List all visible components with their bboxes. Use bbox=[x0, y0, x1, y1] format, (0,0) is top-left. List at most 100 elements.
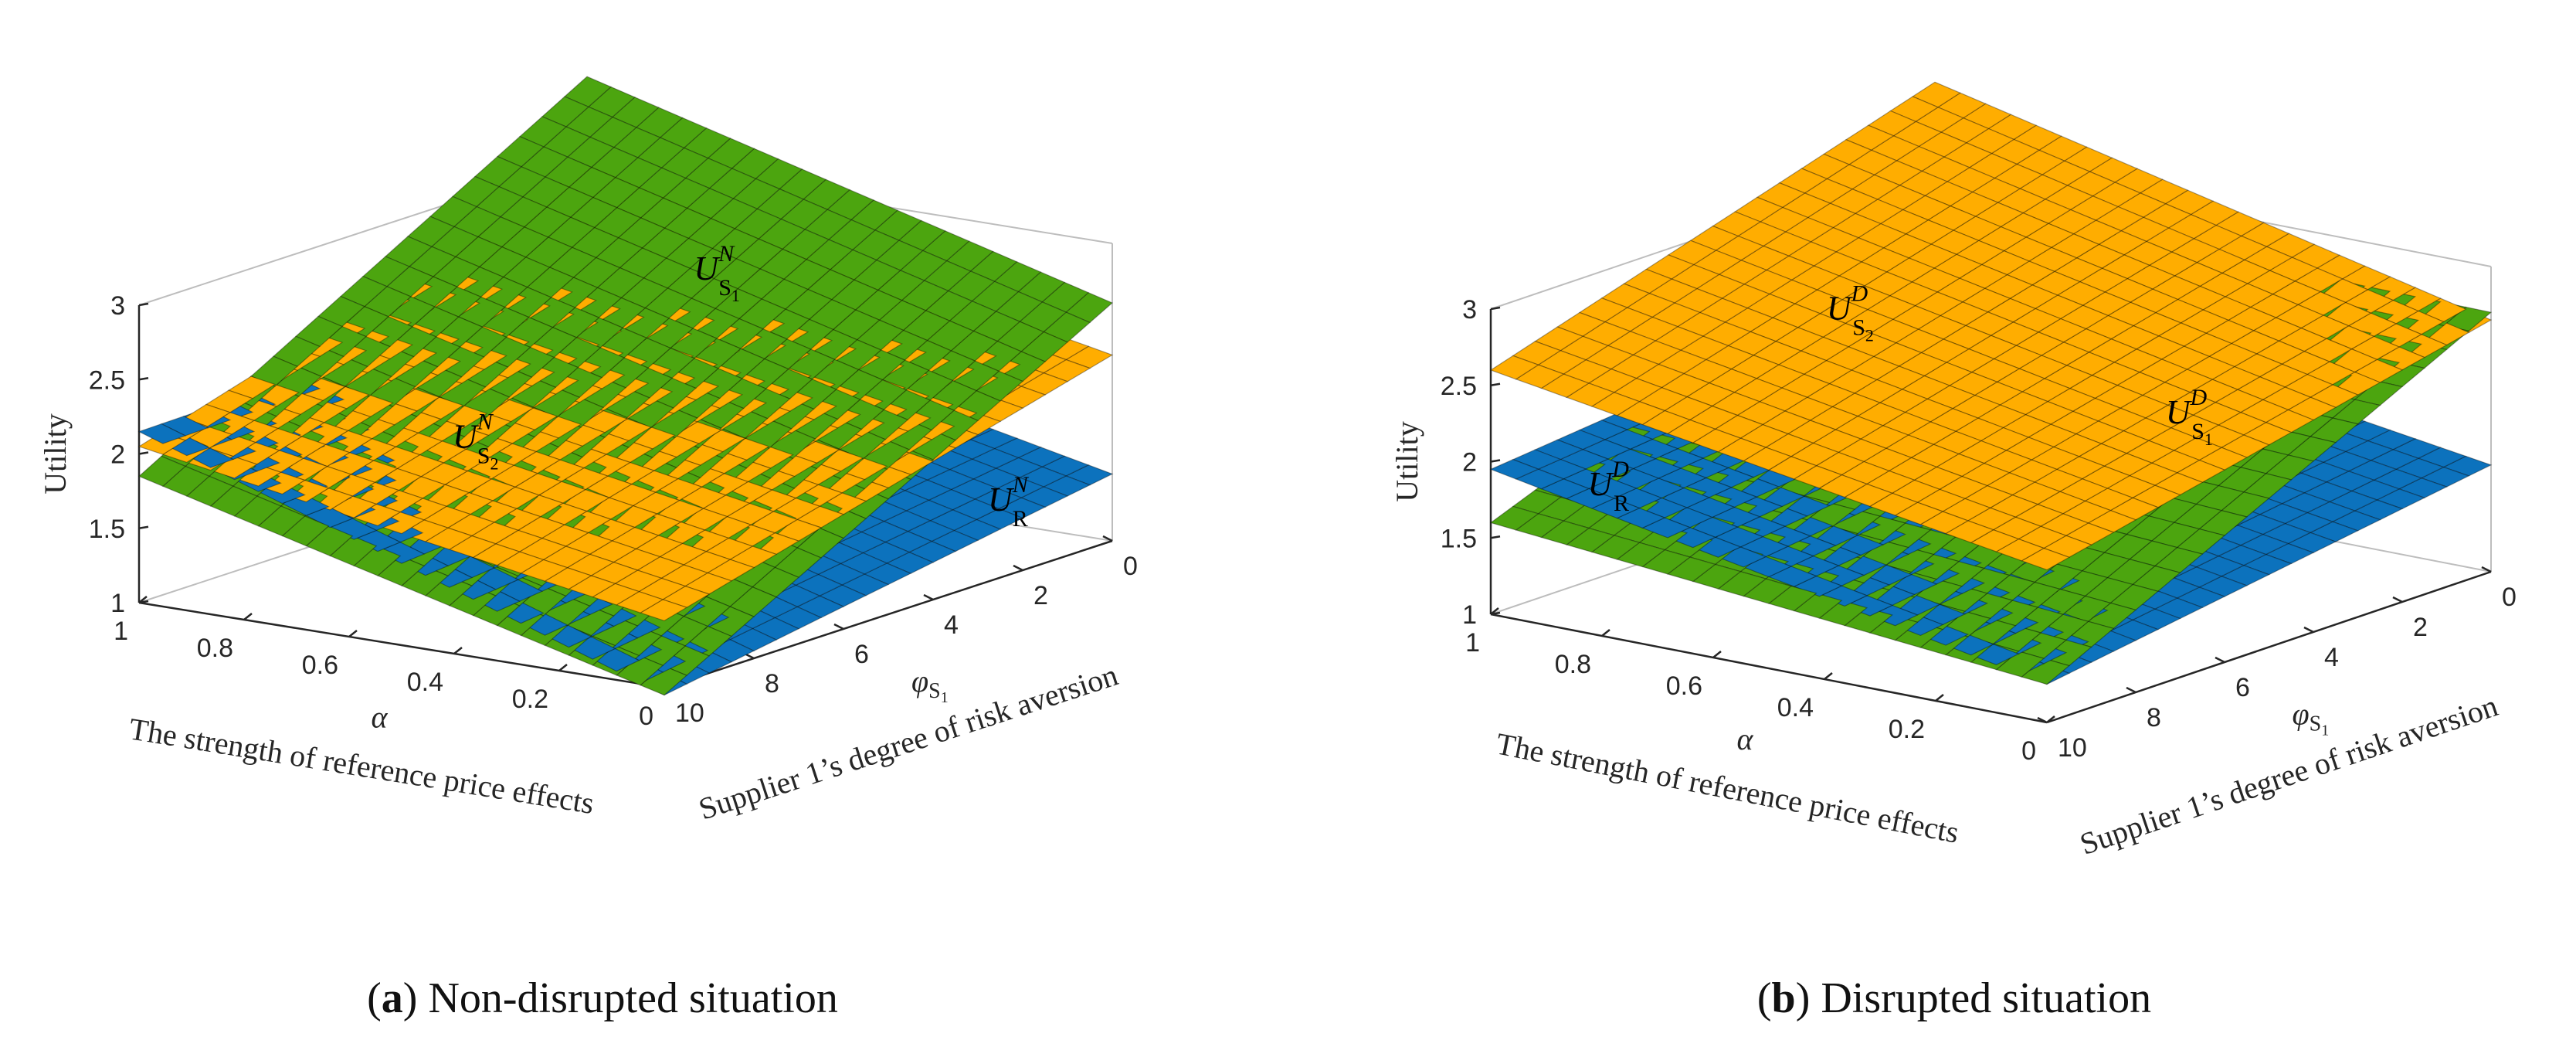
phi-tick-label: 2 bbox=[2413, 613, 2428, 642]
phi-tick-mark bbox=[923, 593, 934, 601]
alpha-tick-mark bbox=[1490, 607, 1499, 615]
surface-patch-U_S1^N bbox=[137, 455, 187, 487]
alpha-tick-mark bbox=[1712, 651, 1722, 658]
alpha-tick-mark bbox=[348, 630, 358, 637]
utility-tick-label: 2 bbox=[1462, 448, 1477, 478]
utility-tick-mark bbox=[138, 525, 149, 529]
utility-tick-mark bbox=[1490, 535, 1501, 539]
alpha-ticks: 0 0.2 0.4 0.6 0.8 1 bbox=[1465, 607, 2055, 766]
alpha-axis-label: The strength of reference price effects bbox=[127, 711, 596, 821]
utility-tick-label: 1.5 bbox=[89, 515, 125, 544]
phi-tick-label: 6 bbox=[2235, 673, 2250, 702]
alpha-tick-label: 0.8 bbox=[1555, 650, 1591, 679]
phi-tick-label: 6 bbox=[854, 640, 869, 669]
utility-tick-mark bbox=[138, 377, 149, 381]
phi-axis-line bbox=[664, 539, 1113, 689]
surface-label-U_S2^N: UN S2 bbox=[453, 409, 498, 473]
surfaces bbox=[1489, 81, 2493, 685]
alpha-tick-mark bbox=[138, 596, 148, 603]
phi-tick-label: 2 bbox=[1033, 581, 1048, 610]
alpha-tick-label: 1 bbox=[1465, 628, 1480, 658]
phi-axis-line bbox=[2046, 570, 2492, 724]
alpha-axis-label: The strength of reference price effects bbox=[1493, 726, 1961, 850]
alpha-tick-mark bbox=[453, 647, 463, 654]
surface-label-U_S1^D: UD S1 bbox=[2166, 385, 2213, 449]
phi-tick-label: 4 bbox=[2324, 643, 2339, 672]
surface-label-U_R^D: UD R bbox=[1588, 457, 1630, 516]
utility-ticks: 1 1.5 2 2.5 3 bbox=[1441, 295, 1501, 630]
phi-tick-mark bbox=[2037, 716, 2048, 724]
phi-tick-label: 8 bbox=[2147, 703, 2161, 732]
alpha-tick-mark bbox=[2046, 715, 2055, 723]
alpha-tick-label: 0.6 bbox=[1666, 671, 1702, 701]
alpha-tick-label: 0.8 bbox=[197, 634, 233, 663]
utility-axis-label: Utility bbox=[38, 413, 73, 494]
alpha-axis-line bbox=[1490, 613, 2048, 724]
phi-symbol: φS1 bbox=[911, 664, 949, 706]
phi-tick-mark bbox=[1013, 564, 1023, 572]
utility-tick-mark bbox=[138, 451, 149, 455]
surface-patch-U_S2^D bbox=[1489, 355, 1539, 380]
surface-label-U_S1^N: UN S1 bbox=[694, 241, 739, 305]
phi-ticks: 0 2 4 6 8 10 bbox=[654, 535, 1138, 728]
utility-tick-label: 3 bbox=[1462, 295, 1477, 325]
alpha-tick-mark bbox=[558, 664, 568, 671]
phi-tick-mark bbox=[2303, 626, 2314, 634]
alpha-tick-label: 0.6 bbox=[302, 651, 338, 680]
utility-tick-label: 3 bbox=[110, 291, 125, 321]
utility-tick-label: 1 bbox=[110, 589, 125, 618]
surface-patch-U_R^D bbox=[1489, 459, 1540, 480]
phi-tick-label: 0 bbox=[1123, 552, 1138, 581]
alpha-tick-label: 0.4 bbox=[407, 668, 443, 697]
alpha-tick-label: 0.4 bbox=[1777, 693, 1814, 722]
phi-tick-mark bbox=[833, 623, 844, 630]
surface-patch-U_S1^D bbox=[1489, 505, 1539, 531]
phi-tick-mark bbox=[2392, 596, 2403, 603]
phi-symbol: φS1 bbox=[2293, 697, 2330, 739]
phi-tick-label: 0 bbox=[2502, 583, 2517, 612]
panel-caption: (a) Non-disrupted situation bbox=[367, 974, 838, 1022]
phi-tick-label: 10 bbox=[675, 698, 704, 728]
alpha-tick-mark bbox=[243, 613, 253, 620]
utility-tick-label: 2.5 bbox=[89, 365, 125, 395]
phi-axis-label: Supplier 1’s degree of risk aversion bbox=[694, 658, 1122, 827]
utility-ticks: 1 1.5 2 2.5 3 bbox=[89, 291, 149, 618]
alpha-tick-label: 0 bbox=[639, 702, 653, 731]
phi-tick-mark bbox=[1102, 535, 1113, 542]
alpha-symbol: α bbox=[372, 700, 389, 735]
alpha-axis-line bbox=[138, 601, 665, 689]
phi-tick-label: 4 bbox=[944, 610, 959, 640]
alpha-symbol: α bbox=[1737, 722, 1754, 756]
utility-tick-label: 2 bbox=[110, 440, 125, 470]
utility-tick-mark bbox=[1490, 306, 1501, 311]
utility-tick-mark bbox=[1490, 459, 1501, 463]
surface-patch-U_R^N bbox=[137, 423, 187, 444]
utility-tick-label: 2.5 bbox=[1441, 372, 1477, 401]
panel-caption: (b) Disrupted situation bbox=[1757, 974, 2151, 1022]
alpha-ticks: 0 0.2 0.4 0.6 0.8 1 bbox=[114, 596, 673, 731]
surface-label-U_R^N: UN R bbox=[988, 472, 1030, 532]
alpha-tick-label: 1 bbox=[114, 617, 128, 646]
phi-tick-mark bbox=[2215, 656, 2225, 664]
utility-tick-mark bbox=[138, 302, 149, 307]
utility-tick-mark bbox=[1490, 382, 1501, 386]
alpha-tick-mark bbox=[1824, 672, 1833, 680]
utility-tick-label: 1 bbox=[1462, 600, 1477, 630]
alpha-tick-mark bbox=[1935, 694, 1944, 702]
alpha-tick-label: 0.2 bbox=[512, 685, 548, 714]
alpha-tick-mark bbox=[1601, 629, 1610, 637]
phi-tick-mark bbox=[2481, 566, 2492, 573]
alpha-tick-label: 0.2 bbox=[1889, 715, 1925, 744]
phi-axis-label: Supplier 1’s degree of risk aversion bbox=[2075, 688, 2502, 862]
surface-label-U_S2^D: UD S2 bbox=[1827, 280, 1874, 345]
phi-tick-mark bbox=[2126, 686, 2136, 694]
phi-tick-label: 10 bbox=[2058, 733, 2087, 763]
utility-axis-label: Utility bbox=[1390, 421, 1424, 501]
phi-ticks: 0 2 4 6 8 10 bbox=[2037, 566, 2517, 763]
alpha-tick-label: 0 bbox=[2021, 736, 2036, 766]
surfaces bbox=[137, 76, 1114, 696]
utility-tick-label: 1.5 bbox=[1441, 524, 1477, 553]
